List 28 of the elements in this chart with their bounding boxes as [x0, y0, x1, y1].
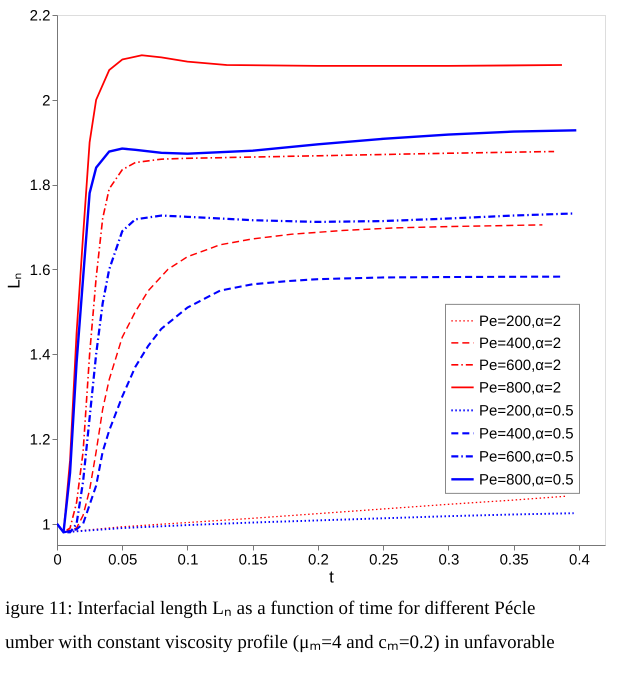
y-tick-label: 2 [42, 92, 50, 110]
legend-label: Pe=200,α=0.5 [479, 402, 574, 420]
x-tick-label: 0.05 [108, 552, 138, 568]
y-tick-label: 1.4 [30, 346, 50, 364]
x-tick-label: 0.4 [568, 552, 590, 568]
legend-label: Pe=400,α=0.5 [479, 425, 574, 442]
text: umber with constant viscosity profile (μₘ=4 and cₘ=0.2) in unfavorable [5, 632, 555, 653]
legend-label: Pe=800,α=2 [479, 379, 562, 396]
x-tick-label: 0.25 [369, 552, 398, 568]
x-tick-label: 0.35 [500, 552, 529, 568]
y-tick-label: 2.2 [30, 8, 50, 24]
legend-label: Pe=800,α=0.5 [479, 471, 574, 488]
y-axis-title: Lₙ [4, 272, 24, 289]
y-tick-label: 1 [42, 516, 50, 534]
x-tick-label: 0.15 [238, 552, 268, 568]
y-tick-label: 1.6 [30, 262, 50, 279]
y-tick-label: 1.2 [30, 432, 50, 448]
x-tick-label: 0.3 [438, 552, 460, 568]
legend-label: Pe=600,α=2 [479, 356, 562, 374]
legend-label: Pe=400,α=2 [479, 334, 562, 352]
x-tick-label: 0 [53, 552, 62, 568]
legend-label: Pe=200,α=2 [479, 312, 562, 330]
x-axis-title: t [329, 568, 334, 586]
text: igure 11: Interfacial length Lₙ as a function of time for different Pécle [5, 598, 536, 619]
x-tick-label: 0.1 [178, 552, 198, 568]
legend-label: Pe=600,α=0.5 [479, 448, 574, 466]
x-tick-label: 0.2 [308, 552, 329, 568]
y-tick-label: 1.8 [30, 177, 50, 194]
